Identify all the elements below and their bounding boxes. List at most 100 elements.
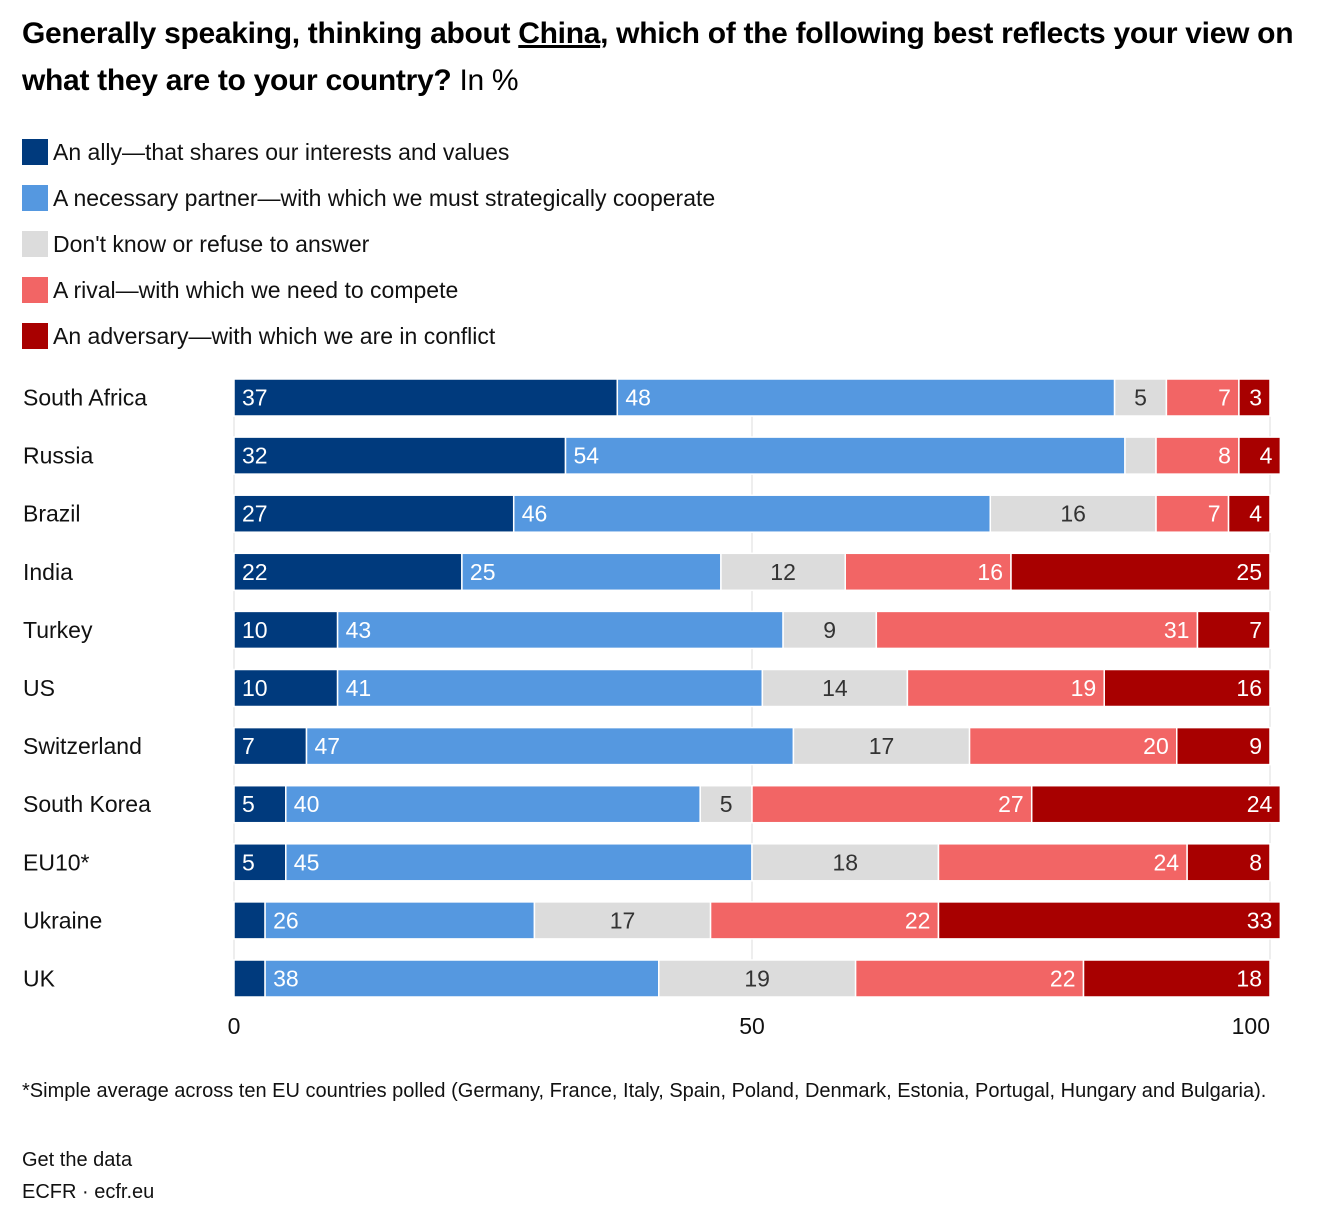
bar-adversary (1176, 726, 1271, 766)
legend-label-ally: An ally—that shares our interests and va… (53, 139, 510, 165)
bar-dontknow (761, 668, 909, 708)
bar-dontknow (720, 552, 846, 592)
bar-rival (906, 668, 1105, 708)
data-label-ally: 37 (242, 385, 268, 411)
data-label-rival: 16 (977, 559, 1003, 585)
bar-partner (616, 378, 1116, 417)
bar-rival (1165, 378, 1240, 417)
bar-ally (233, 668, 339, 708)
data-label-partner: 40 (294, 791, 320, 817)
data-label-dontknow: 19 (744, 966, 770, 992)
bar-adversary (1103, 668, 1271, 708)
data-label-adversary: 4 (1260, 443, 1273, 469)
legend-item-partner: A necessary partner—with which we must s… (22, 183, 715, 213)
bar-rival (875, 610, 1199, 650)
data-label-ally: 5 (242, 849, 255, 875)
data-label-dontknow: 9 (823, 617, 836, 643)
x-tick-label: 0 (228, 1013, 241, 1039)
data-label-adversary: 3 (1249, 385, 1262, 411)
bar-dontknow (1113, 378, 1168, 417)
bar-adversary (1030, 784, 1282, 824)
bar-dontknow (533, 901, 712, 940)
data-label-adversary: 33 (1247, 907, 1273, 933)
country-label: Ukraine (23, 907, 102, 933)
data-label-partner: 54 (574, 443, 600, 469)
data-label-ally: 7 (242, 733, 255, 759)
get-the-data-link[interactable]: Get the data (22, 1149, 133, 1171)
bar-ally (233, 843, 287, 882)
bar-partner (336, 610, 784, 650)
bar-adversary (1238, 378, 1271, 417)
legend-swatch-ally (22, 139, 48, 165)
bar-adversary (1227, 494, 1271, 533)
data-label-rival: 22 (1050, 966, 1076, 992)
bar-adversary (1186, 843, 1271, 882)
data-label-rival: 7 (1218, 385, 1231, 411)
legend-item-adversary: An adversary—with which we are in confli… (22, 321, 495, 351)
bar-rival (844, 552, 1012, 592)
legend-swatch-adversary (22, 323, 48, 349)
bar-dontknow (782, 610, 878, 650)
bar-partner (461, 552, 722, 592)
bar-ally (233, 436, 567, 475)
data-label-partner: 47 (315, 733, 341, 759)
data-label-adversary: 7 (1249, 617, 1262, 643)
data-label-dontknow: 14 (822, 675, 848, 701)
bar-dontknow (1124, 436, 1157, 475)
country-label: UK (23, 966, 56, 992)
data-label-partner: 43 (346, 617, 372, 643)
bar-adversary (1010, 552, 1271, 592)
bar-adversary (1082, 959, 1271, 998)
data-label-dontknow: 16 (1060, 501, 1086, 527)
bar-partner (336, 668, 764, 708)
data-label-dontknow: 12 (770, 559, 796, 585)
bar-ally (233, 901, 266, 940)
data-label-rival: 24 (1154, 849, 1180, 875)
legend-item-dontknow: Don't know or refuse to answer (22, 229, 369, 259)
data-label-rival: 8 (1218, 443, 1231, 469)
bar-ally (233, 552, 463, 592)
x-tick-label: 100 (1232, 1013, 1270, 1039)
data-label-adversary: 16 (1236, 675, 1262, 701)
data-label-adversary: 4 (1249, 501, 1262, 527)
bar-partner (264, 901, 536, 940)
bar-partner (264, 959, 660, 998)
bar-adversary (1196, 610, 1271, 650)
title-unit: In % (451, 64, 519, 97)
data-label-rival: 31 (1164, 617, 1190, 643)
bar-dontknow (751, 843, 940, 882)
data-label-adversary: 8 (1249, 849, 1262, 875)
data-label-ally: 10 (242, 617, 268, 643)
data-label-dontknow: 17 (610, 907, 636, 933)
x-tick-label: 50 (739, 1013, 765, 1039)
data-label-partner: 45 (294, 849, 320, 875)
bar-partner (564, 436, 1126, 475)
data-label-partner: 48 (625, 385, 651, 411)
data-label-partner: 46 (522, 501, 548, 527)
country-label: India (23, 559, 73, 585)
country-label: Russia (23, 443, 94, 469)
data-label-rival: 20 (1143, 733, 1169, 759)
bar-partner (285, 843, 753, 882)
bar-partner (305, 726, 795, 766)
bar-partner (512, 494, 992, 533)
bar-dontknow (989, 494, 1157, 533)
bar-dontknow (792, 726, 971, 766)
data-label-rival: 7 (1208, 501, 1221, 527)
data-label-adversary: 9 (1249, 733, 1262, 759)
country-label: EU10* (23, 849, 90, 875)
legend-swatch-rival (22, 277, 48, 303)
title-text-2: , which of the following best reflects y… (22, 17, 1294, 97)
data-label-ally: 27 (242, 501, 268, 527)
bar-rival (937, 843, 1188, 882)
bar-rival (1155, 436, 1240, 475)
data-label-partner: 26 (273, 907, 299, 933)
data-label-ally: 5 (242, 791, 255, 817)
bar-adversary (1238, 436, 1282, 475)
country-label: Turkey (23, 617, 93, 643)
data-label-rival: 27 (998, 791, 1024, 817)
data-label-partner: 41 (346, 675, 372, 701)
legend-label-dontknow: Don't know or refuse to answer (53, 231, 370, 257)
data-label-ally: 22 (242, 559, 268, 585)
